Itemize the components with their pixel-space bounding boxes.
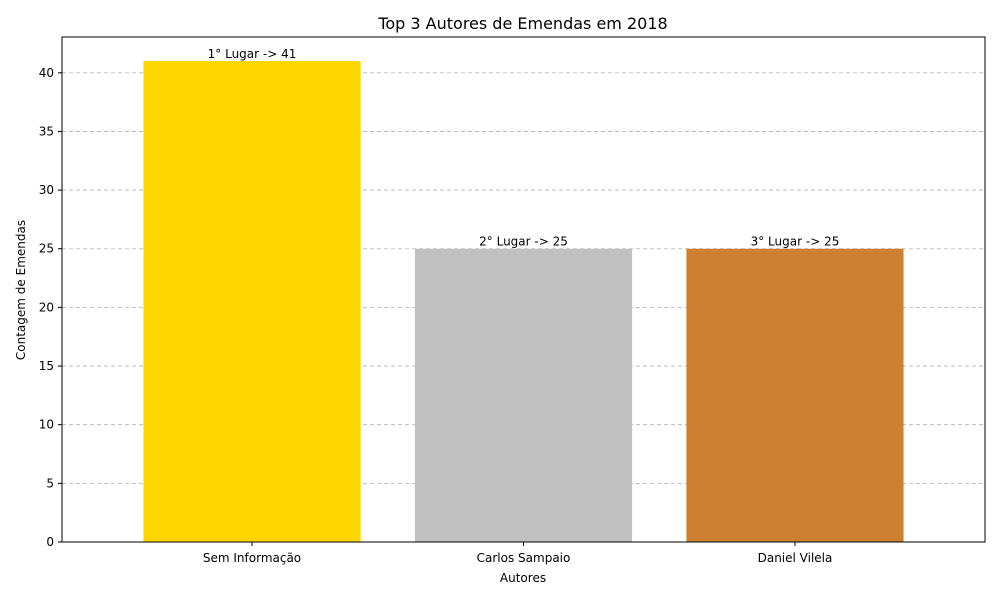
x-axis: Sem Informação Carlos Sampaio Daniel Vilel… bbox=[203, 542, 832, 565]
y-tick-label: 25 bbox=[39, 242, 54, 256]
bar-value-label: 2° Lugar -> 25 bbox=[479, 235, 568, 249]
bars bbox=[143, 61, 904, 543]
plot-frame bbox=[61, 36, 986, 543]
y-tick-label: 15 bbox=[39, 359, 54, 373]
bar-value-label: 1° Lugar -> 41 bbox=[208, 47, 297, 61]
x-tick-label: Daniel Vilela bbox=[758, 551, 833, 565]
bar-value-label: 3° Lugar -> 25 bbox=[751, 235, 840, 249]
y-tick-label: 35 bbox=[39, 124, 54, 138]
x-axis-label: Autores bbox=[500, 571, 546, 585]
y-tick-label: 10 bbox=[39, 418, 54, 432]
y-axis-label: Contagem de Emendas bbox=[14, 220, 28, 360]
x-tick-label: Sem Informação bbox=[203, 551, 301, 565]
y-axis: 0 5 10 15 20 25 30 35 40 bbox=[39, 66, 62, 549]
bar-labels: 1° Lugar -> 41 2° Lugar -> 25 3° Lugar -> … bbox=[208, 47, 840, 249]
y-tick-label: 40 bbox=[39, 66, 54, 80]
y-tick-label: 30 bbox=[39, 183, 54, 197]
y-tick-label: 20 bbox=[39, 300, 54, 314]
bar bbox=[143, 61, 361, 543]
y-tick-label: 0 bbox=[46, 535, 54, 549]
y-tick-label: 5 bbox=[46, 476, 54, 490]
x-tick-label: Carlos Sampaio bbox=[477, 551, 571, 565]
bar bbox=[686, 248, 904, 542]
chart-title: Top 3 Autores de Emendas em 2018 bbox=[377, 14, 667, 33]
bar bbox=[414, 248, 633, 542]
